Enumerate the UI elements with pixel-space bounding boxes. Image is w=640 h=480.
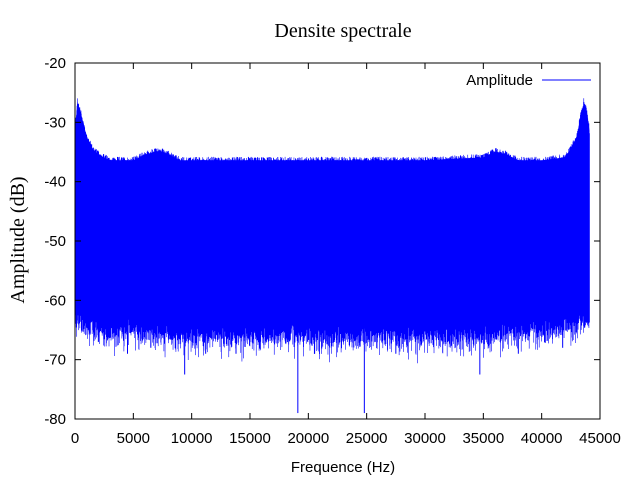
x-tick-label-8: 40000 (521, 430, 563, 447)
x-tick-label-3: 15000 (229, 430, 271, 447)
x-tick-label-6: 30000 (404, 430, 446, 447)
y-tick-label-6: -80 (44, 411, 66, 428)
axes: 0 5000 10000 15000 20000 25000 30000 35000 40000… (44, 55, 621, 447)
x-tick-label-9: 45000 (579, 430, 621, 447)
x-axis-label: Frequence (Hz) (291, 459, 395, 476)
chart-title: Densite spectrale (274, 20, 411, 42)
legend: Amplitude (466, 72, 591, 89)
x-tick-label-2: 10000 (171, 430, 213, 447)
y-tick-label-4: -60 (44, 292, 66, 309)
series-amplitude-band (75, 101, 590, 322)
x-tick-label-7: 35000 (462, 430, 504, 447)
x-tick-label-4: 20000 (287, 430, 329, 447)
series-amplitude (74, 98, 590, 414)
x-tick-label-1: 5000 (117, 430, 150, 447)
y-tick-label-1: -30 (44, 114, 66, 131)
y-tick-label-3: -50 (44, 233, 66, 250)
y-axis-label: Amplitude (dB) (7, 176, 29, 303)
y-tick-label-5: -70 (44, 352, 66, 369)
x-tick-label-5: 25000 (346, 430, 388, 447)
legend-label: Amplitude (466, 72, 533, 89)
y-tick-label-2: -40 (44, 174, 66, 191)
y-tick-label-0: -20 (44, 55, 66, 72)
x-tick-label-0: 0 (71, 430, 79, 447)
